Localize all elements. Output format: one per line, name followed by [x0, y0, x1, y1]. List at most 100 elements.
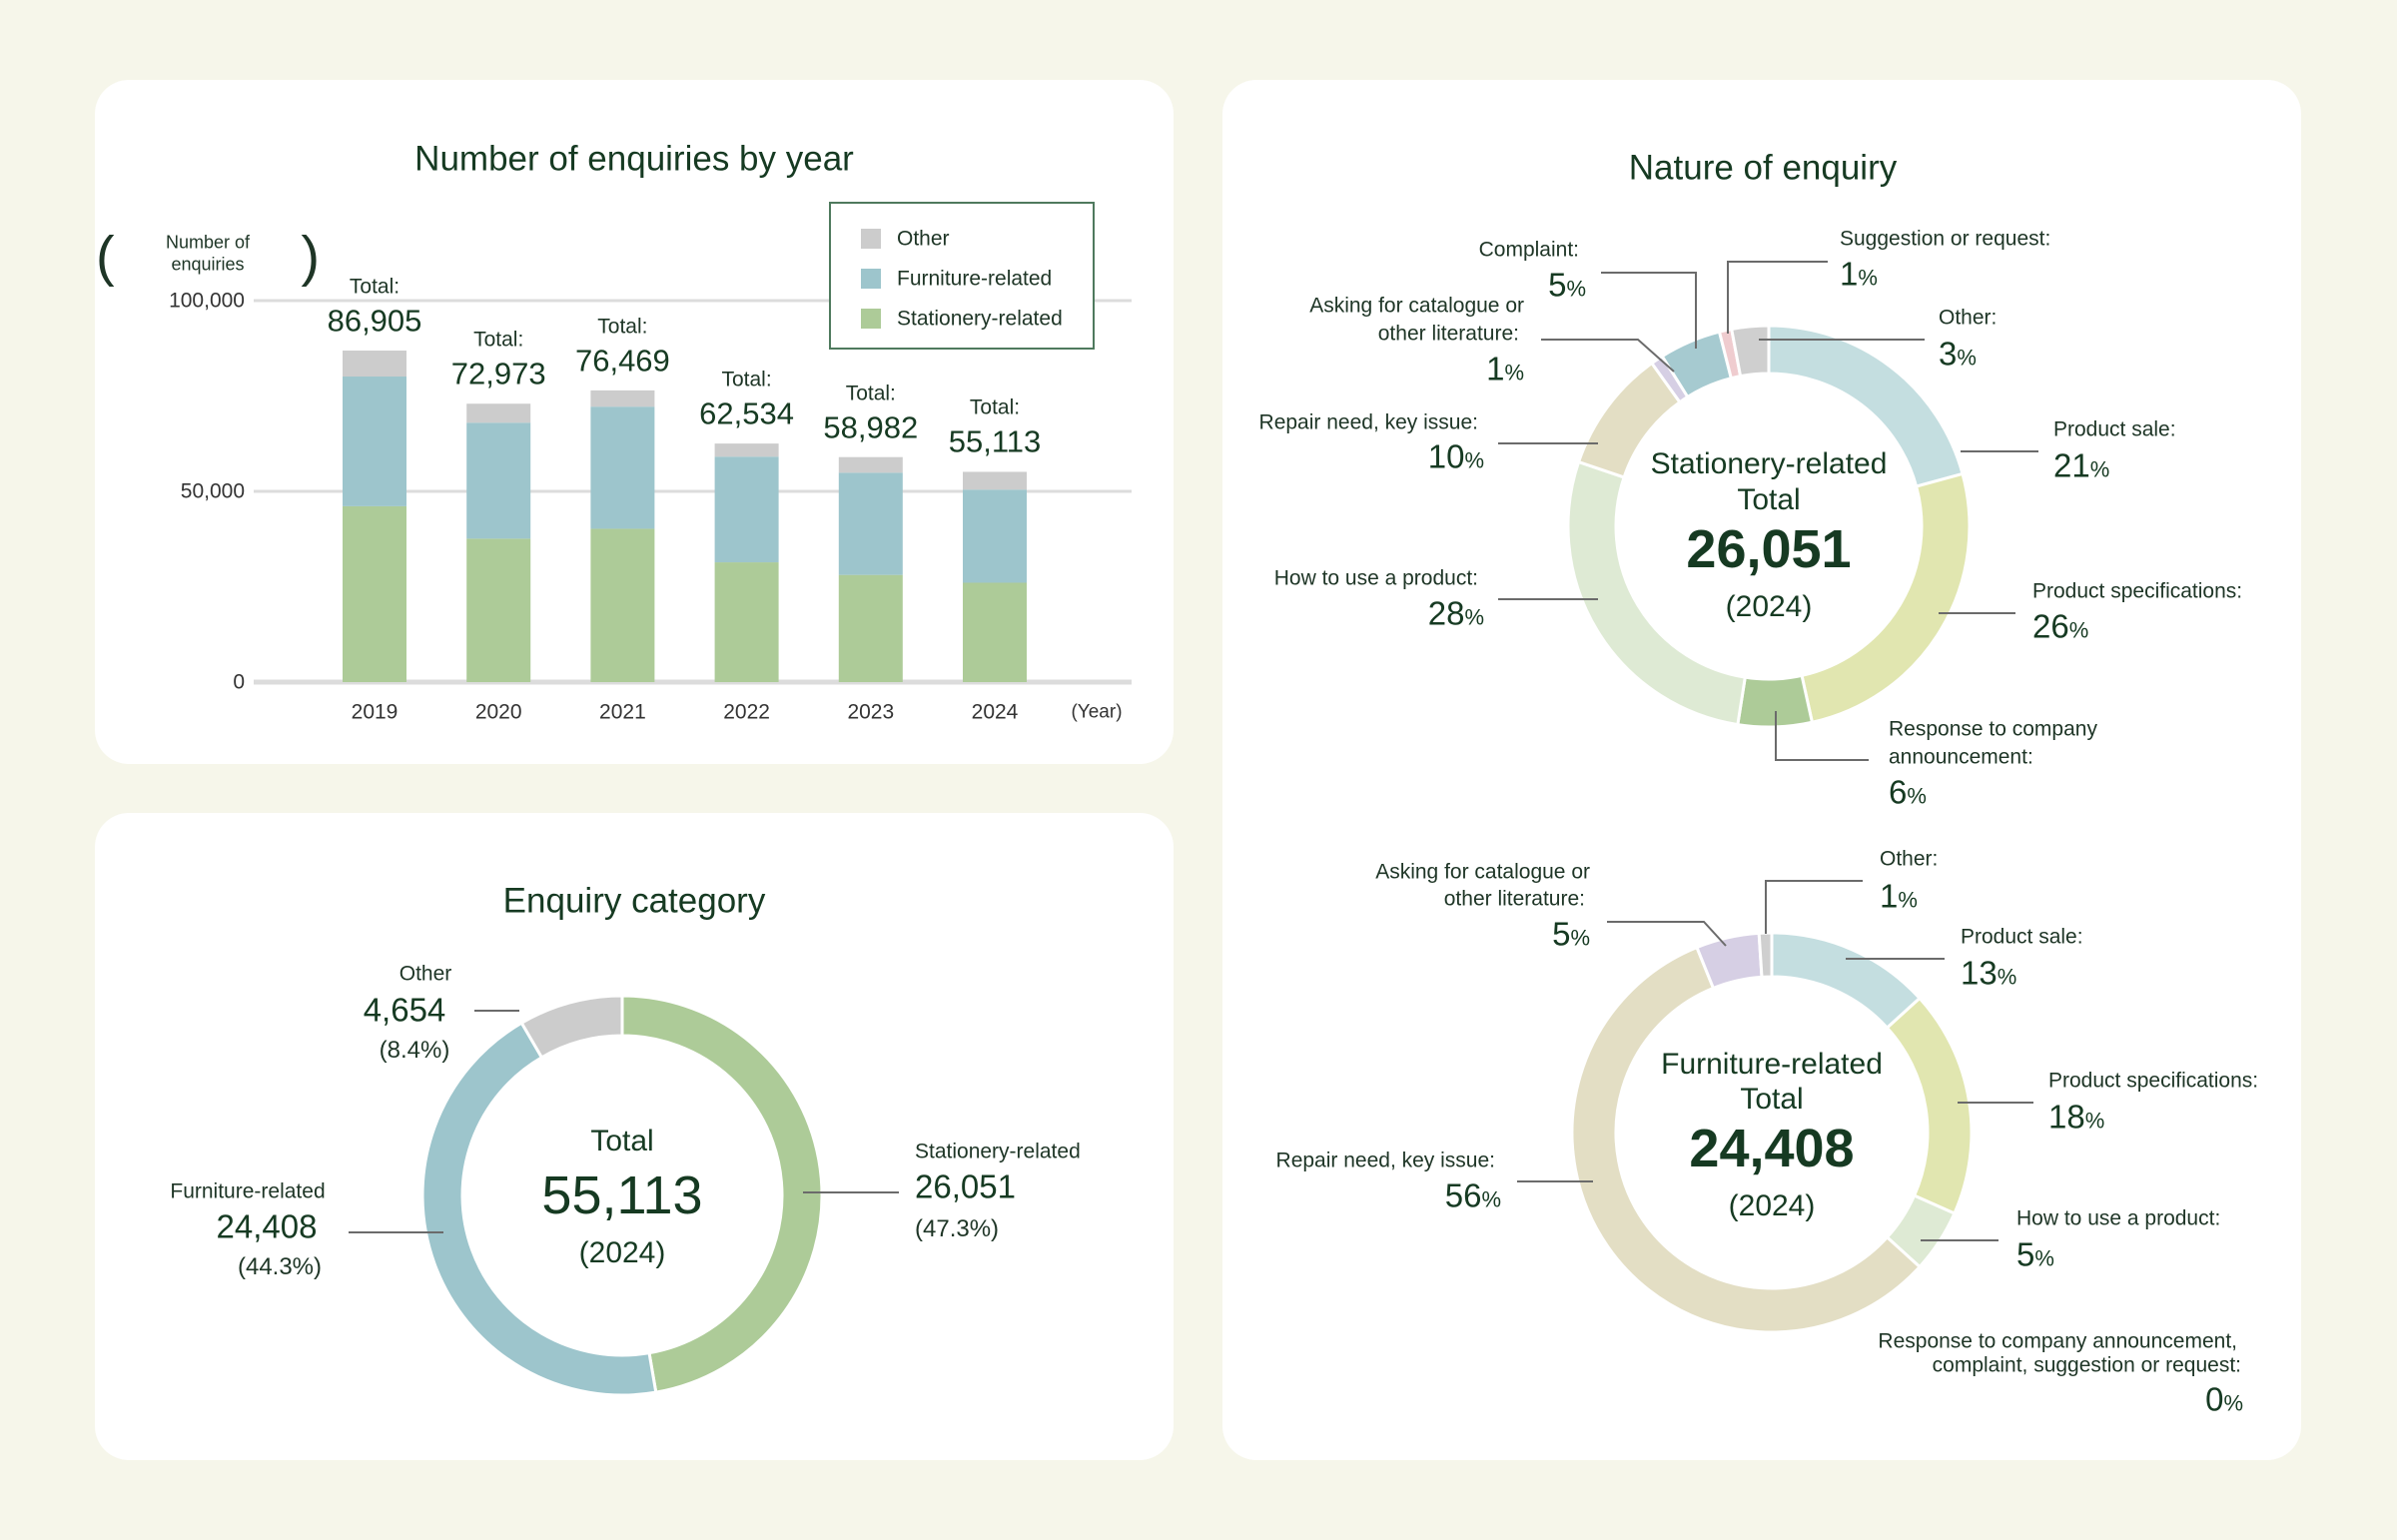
s-suggestion-pct: 1% [1840, 255, 1878, 293]
y-tick-100000: 100,000 [169, 289, 245, 313]
x-tick-2023: 2023 [847, 700, 895, 724]
bar-stationery-related-2019 [343, 505, 406, 682]
s-repair-label: Repair need, key issue: [1258, 410, 1478, 434]
f-specs-label: Product specifications: [2048, 1069, 2259, 1093]
category-furniture-name: Furniture-related [170, 1179, 326, 1203]
x-tick-2022: 2022 [723, 700, 770, 724]
x-axis-label: (Year) [1071, 701, 1123, 723]
leader-line-s-response [1775, 711, 1869, 761]
total-prefix-2020: Total: [473, 328, 524, 352]
category-other-name: Other [399, 962, 452, 986]
stationery-slice-other [1729, 324, 1771, 379]
stationery-center-label: Stationery-related [1650, 447, 1888, 480]
furniture-slice-product-sale [1770, 931, 1923, 1031]
leader-line-f-asking [1607, 921, 1727, 947]
category-panel [95, 813, 1174, 1460]
y-tick-50000: 50,000 [180, 479, 245, 503]
total-prefix-2023: Total: [845, 382, 896, 405]
bar-other-2022 [714, 443, 779, 457]
category-center-label: Total [590, 1125, 654, 1157]
f-howto-pct: 5% [2016, 1235, 2054, 1273]
category-center-year: (2024) [578, 1236, 666, 1269]
category-furniture-percent: (44.3%) [237, 1253, 323, 1280]
category-center-value: 55,113 [541, 1165, 703, 1225]
f-response-label-2: complaint, suggestion or request: [1932, 1353, 2241, 1377]
category-stationery-percent: (47.3%) [915, 1215, 1000, 1242]
bar-stationery-related-2023 [838, 574, 903, 682]
s-other-pct: 3% [1939, 335, 1977, 373]
s-asking-pct: 1% [1486, 350, 1524, 387]
s-sale-pct: 21% [2053, 446, 2110, 484]
bar-stationery-related-2022 [714, 562, 779, 682]
y-tick-0: 0 [233, 670, 245, 694]
bar-furniture-related-2023 [838, 472, 903, 575]
y-axis-label-line1: Number of [165, 232, 251, 253]
total-value-2022: 62,534 [699, 395, 795, 431]
f-asking-label-2: other literature: [1443, 887, 1585, 911]
bar-other-2020 [466, 403, 531, 423]
bar-furniture-related-2020 [466, 422, 531, 539]
f-sale-pct: 13% [1961, 954, 2017, 992]
furniture-slice-other [1757, 931, 1774, 979]
f-other-label: Other: [1880, 847, 1939, 871]
total-value-2021: 76,469 [574, 343, 670, 379]
s-complaint-label: Complaint: [1478, 238, 1579, 262]
bar-furniture-related-2024 [963, 489, 1027, 583]
furniture-center-year: (2024) [1728, 1189, 1816, 1222]
bar-other-2023 [838, 456, 903, 473]
category-slice-furniture-related [420, 1021, 658, 1397]
category-slice-other [519, 994, 624, 1060]
f-specs-pct: 18% [2048, 1098, 2105, 1136]
f-response-pct: 0% [2205, 1380, 2243, 1418]
legend-label-other: Other [897, 227, 950, 251]
s-asking-label-2: other literature: [1377, 322, 1519, 346]
s-specs-pct: 26% [2032, 607, 2089, 645]
total-value-2020: 72,973 [450, 356, 546, 391]
paren-left: ( [95, 224, 115, 288]
s-sale-label: Product sale: [2053, 417, 2176, 441]
paren-right: ) [301, 224, 321, 288]
legend: Other Furniture-related Stationery-relat… [829, 202, 1095, 350]
total-value-2024: 55,113 [948, 423, 1042, 459]
stationery-slice-how-to-use-a-product [1566, 459, 1748, 727]
bar-stationery-related-2024 [963, 582, 1027, 682]
category-other-percent: (8.4%) [379, 1037, 450, 1064]
leader-line-s-complaint [1601, 272, 1697, 349]
f-response-label-1: Response to company announcement, [1878, 1329, 2237, 1353]
furniture-center-label: Furniture-related [1661, 1048, 1883, 1081]
leader-line-s-suggestion [1727, 261, 1828, 334]
total-prefix-2019: Total: [349, 275, 400, 299]
donuts [420, 324, 1974, 1397]
furniture-center-value: 24,408 [1689, 1119, 1855, 1178]
total-prefix-2022: Total: [721, 368, 772, 391]
x-tick-2019: 2019 [351, 700, 399, 724]
s-howto-pct: 28% [1427, 594, 1484, 632]
stationery-center-value: 26,051 [1686, 519, 1852, 579]
category-stationery-value: 26,051 [915, 1167, 1016, 1205]
f-sale-label: Product sale: [1961, 925, 2083, 949]
s-asking-label-1: Asking for catalogue or [1309, 294, 1524, 318]
s-response-label-1: Response to company [1889, 717, 2097, 741]
legend-swatch-furniture [861, 269, 881, 289]
s-repair-pct: 10% [1427, 437, 1484, 475]
f-repair-pct: 56% [1444, 1176, 1501, 1214]
bar-stationery-related-2021 [590, 528, 655, 682]
furniture-slice-product-specifications [1885, 996, 1974, 1215]
chart-title-category: Enquiry category [502, 881, 766, 921]
category-furniture-value: 24,408 [216, 1207, 318, 1245]
y-axis-label-line2: enquiries [171, 254, 245, 274]
x-tick-2024: 2024 [971, 700, 1019, 724]
f-asking-pct: 5% [1552, 915, 1590, 953]
s-response-pct: 6% [1889, 773, 1927, 811]
s-howto-label: How to use a product: [1273, 566, 1478, 590]
bar-other-2021 [590, 389, 655, 407]
legend-swatch-other [861, 229, 881, 249]
category-other-value: 4,654 [363, 991, 446, 1029]
legend-label-stationery: Stationery-related [897, 307, 1063, 331]
legend-label-furniture: Furniture-related [897, 267, 1053, 291]
f-asking-label-1: Asking for catalogue or [1375, 860, 1590, 884]
f-other-pct: 1% [1880, 877, 1918, 915]
chart-title-nature: Nature of enquiry [1628, 148, 1898, 188]
leader-line-f-other [1765, 880, 1863, 934]
